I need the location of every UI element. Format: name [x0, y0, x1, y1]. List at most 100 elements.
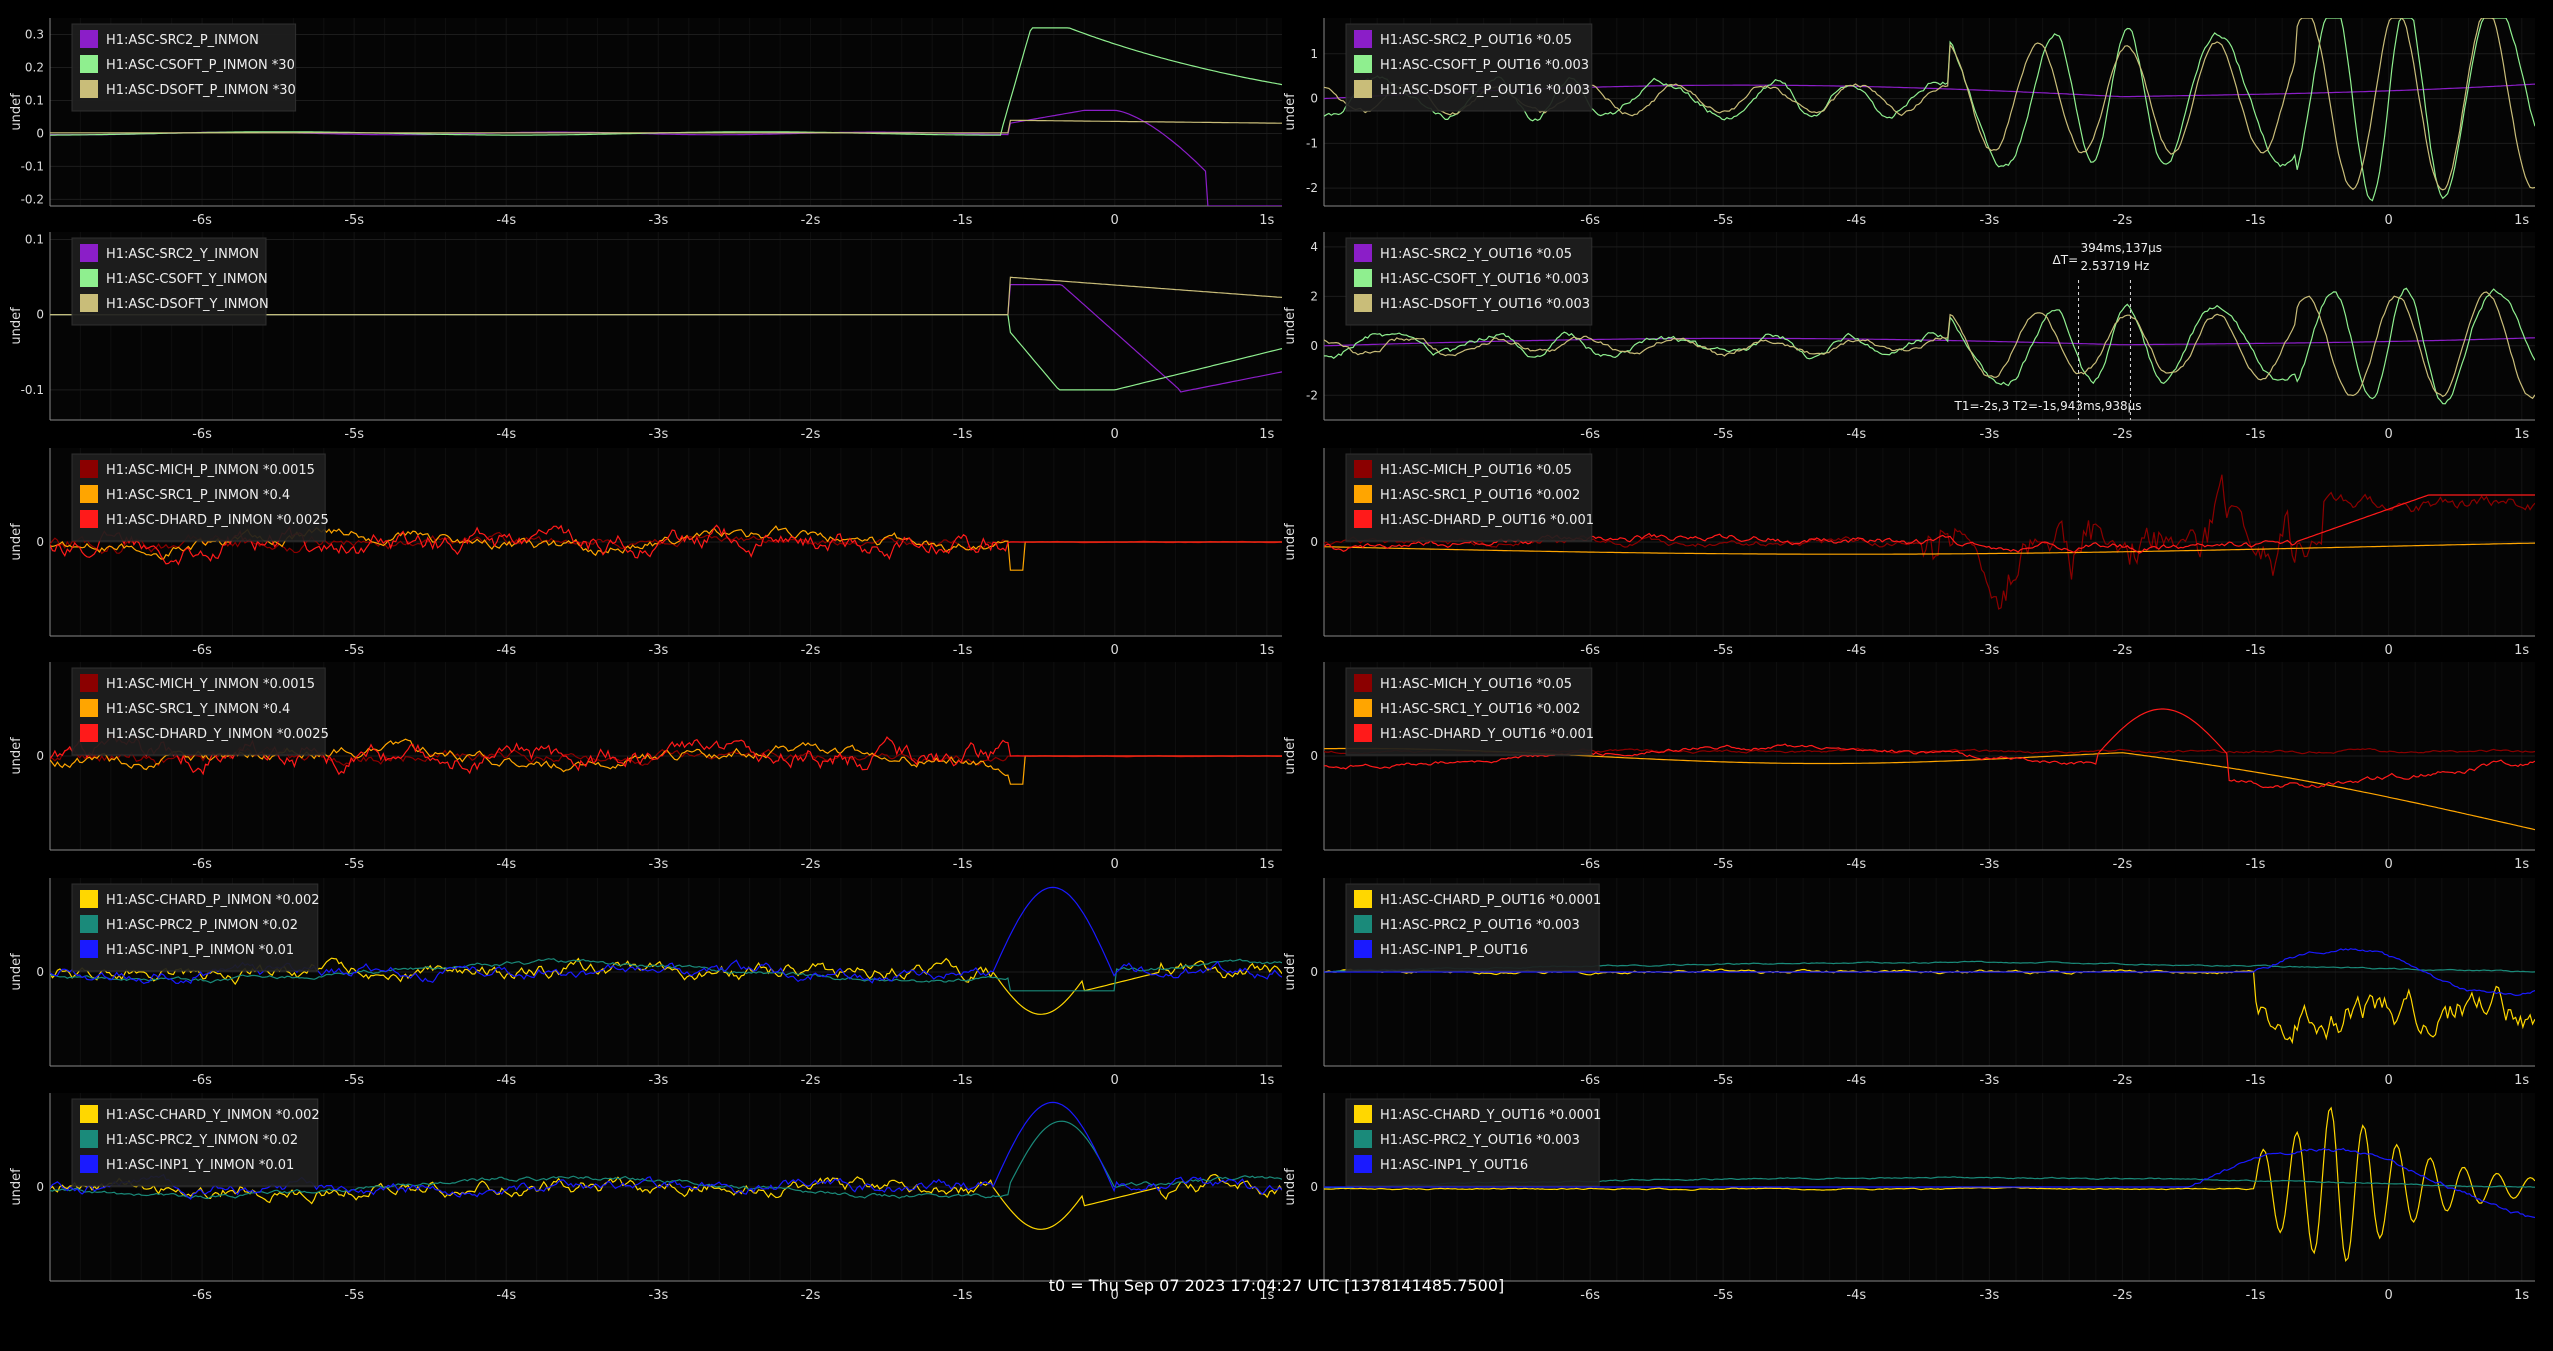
x-tick-label: -3s — [649, 1073, 669, 1088]
x-tick-label: 1s — [1259, 643, 1274, 658]
x-tick-label: -2s — [801, 427, 821, 442]
legend-swatch — [80, 699, 98, 717]
legend-swatch — [80, 80, 98, 98]
series-line — [1324, 542, 2535, 555]
y-tick-label: 0 — [1310, 749, 1318, 763]
x-tick-label: -5s — [1713, 643, 1733, 658]
x-tick-label: -3s — [649, 643, 669, 658]
series-line — [50, 958, 1282, 992]
x-tick-label: 0 — [2384, 1073, 2392, 1088]
chart-panel-10: -6s -5s -4s -3s -2s -1s 0 1s 0 undef H1:ASC-CHARD_… — [1283, 878, 2535, 1088]
x-tick-label: 1s — [1259, 1073, 1274, 1088]
y-tick-label: 0 — [36, 965, 44, 979]
legend-swatch — [80, 244, 98, 262]
series-line — [1324, 1147, 2535, 1219]
x-tick-label: -3s — [649, 427, 669, 442]
legend-entry: H1:ASC-MICH_P_INMON *0.0015 — [106, 463, 315, 478]
x-tick-label: 0 — [2384, 427, 2392, 442]
series-line — [50, 119, 1282, 134]
chart-panel-3: -6s -5s -4s -3s -2s -1s 0 1s -0.1 0 0.1 undef H1:ASC… — [9, 232, 1282, 442]
x-tick-label: 1s — [2514, 213, 2529, 228]
legend-entry: H1:ASC-SRC2_P_INMON — [106, 33, 259, 48]
legend-entry: H1:ASC-DSOFT_Y_OUT16 *0.003 — [1380, 297, 1590, 312]
x-tick-label: -5s — [1713, 427, 1733, 442]
legend-swatch — [80, 55, 98, 73]
x-tick-label: 1s — [1259, 427, 1274, 442]
legend-entry: H1:ASC-MICH_Y_OUT16 *0.05 — [1380, 677, 1572, 692]
time-origin-label: t0 = Thu Sep 07 2023 17:04:27 UTC [13781… — [1048, 1276, 1505, 1295]
legend-entry: H1:ASC-DHARD_P_OUT16 *0.001 — [1380, 513, 1594, 528]
x-tick-label: 0 — [1111, 857, 1119, 872]
legend-entry: H1:ASC-PRC2_P_OUT16 *0.003 — [1380, 918, 1580, 933]
chart-panel-1: -6s -5s -4s -3s -2s -1s 0 1s -0.2 -0.1 0 0.1 0.2 0.3 u… — [9, 18, 1282, 228]
legend-swatch — [1354, 510, 1372, 528]
legend-box — [71, 667, 326, 756]
legend-swatch — [80, 510, 98, 528]
x-tick-label: 0 — [1111, 1073, 1119, 1088]
legend-entry: H1:ASC-PRC2_Y_OUT16 *0.003 — [1380, 1133, 1580, 1148]
y-tick-label: 0 — [1310, 535, 1318, 549]
y-tick-label: 2 — [1310, 289, 1318, 303]
y-axis-label: undef — [9, 523, 24, 561]
y-axis-label: undef — [1283, 737, 1298, 775]
x-tick-label: -6s — [192, 427, 212, 442]
x-tick-label: -1s — [953, 427, 973, 442]
x-tick-label: -2s — [2113, 213, 2133, 228]
x-tick-label: -6s — [1580, 213, 1600, 228]
x-tick-label: 1s — [1259, 213, 1274, 228]
x-tick-label: -1s — [2246, 213, 2266, 228]
x-tick-label: -2s — [2113, 643, 2133, 658]
legend-entry: H1:ASC-DSOFT_P_INMON *30 — [106, 83, 296, 98]
x-tick-label: -2s — [2113, 857, 2133, 872]
chart-panel-11: -6s -5s -4s -3s -2s -1s 0 1s 0 undef H1:ASC-CHARD_… — [9, 1093, 1282, 1303]
x-tick-label: 0 — [2384, 1288, 2392, 1303]
x-tick-label: -4s — [496, 213, 516, 228]
legend-entry: H1:ASC-CHARD_P_INMON *0.002 — [106, 893, 320, 908]
legend-entry: H1:ASC-DHARD_Y_INMON *0.0025 — [106, 727, 329, 742]
x-tick-label: -6s — [1580, 857, 1600, 872]
y-tick-label: -0.1 — [21, 159, 44, 173]
legend-entry: H1:ASC-DHARD_P_INMON *0.0025 — [106, 513, 329, 528]
x-tick-label: -1s — [2246, 857, 2266, 872]
x-tick-label: -6s — [192, 213, 212, 228]
x-tick-label: -4s — [496, 1073, 516, 1088]
x-tick-label: -3s — [1980, 1073, 2000, 1088]
y-tick-label: 1 — [1310, 47, 1318, 61]
chart-panel-7: -6s -5s -4s -3s -2s -1s 0 1s 0 undef H1:ASC-MICH_Y… — [9, 662, 1282, 872]
legend-entry: H1:ASC-CHARD_Y_INMON *0.002 — [106, 1108, 320, 1123]
x-tick-label: -6s — [192, 857, 212, 872]
x-tick-label: 1s — [2514, 643, 2529, 658]
x-tick-label: -1s — [953, 643, 973, 658]
x-tick-label: -1s — [953, 1288, 973, 1303]
chart-panel-5: -6s -5s -4s -3s -2s -1s 0 1s 0 undef H1:ASC-MICH_P… — [9, 448, 1282, 658]
x-tick-label: -6s — [1580, 1288, 1600, 1303]
legend-swatch — [1354, 460, 1372, 478]
x-tick-label: -6s — [1580, 1073, 1600, 1088]
x-tick-label: 1s — [2514, 1073, 2529, 1088]
legend-entry: H1:ASC-SRC1_Y_INMON *0.4 — [106, 702, 290, 717]
y-tick-label: 0.1 — [25, 233, 44, 247]
x-tick-label: -1s — [953, 857, 973, 872]
legend-entry: H1:ASC-INP1_P_OUT16 — [1380, 943, 1528, 958]
x-tick-label: -1s — [2246, 643, 2266, 658]
x-tick-label: -5s — [1713, 213, 1733, 228]
chart-panel-8: -6s -5s -4s -3s -2s -1s 0 1s 0 undef H1:ASC-MICH_Y… — [1283, 662, 2535, 872]
legend-box — [71, 1098, 319, 1187]
legend-entry: H1:ASC-MICH_Y_INMON *0.0015 — [106, 677, 315, 692]
series-line — [1324, 1106, 2535, 1263]
x-tick-label: -3s — [649, 857, 669, 872]
x-tick-label: -3s — [649, 213, 669, 228]
legend-swatch — [1354, 699, 1372, 717]
x-tick-label: 1s — [2514, 857, 2529, 872]
legend-swatch — [1354, 55, 1372, 73]
chart-panel-6: -6s -5s -4s -3s -2s -1s 0 1s 0 undef H1:ASC-MICH_P… — [1283, 448, 2535, 658]
legend-entry: H1:ASC-SRC1_Y_OUT16 *0.002 — [1380, 702, 1580, 717]
y-axis-label: undef — [9, 953, 24, 991]
x-tick-label: -5s — [344, 857, 364, 872]
y-axis-label: undef — [1283, 1168, 1298, 1206]
legend-swatch — [1354, 674, 1372, 692]
legend-box — [71, 453, 326, 542]
legend-entry: H1:ASC-DSOFT_P_OUT16 *0.003 — [1380, 83, 1590, 98]
legend-entry: H1:ASC-CSOFT_P_INMON *30 — [106, 58, 295, 73]
legend-swatch — [1354, 244, 1372, 262]
